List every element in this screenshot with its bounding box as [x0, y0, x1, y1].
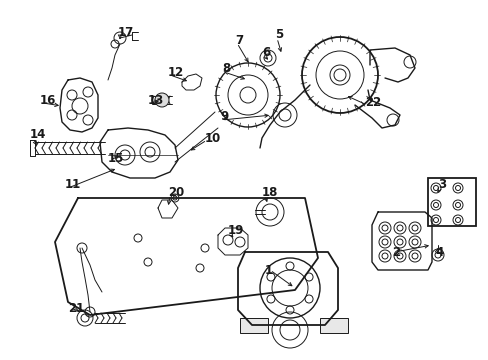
Text: 1: 1	[264, 264, 273, 276]
Bar	[240, 318, 267, 333]
Text: 6: 6	[262, 45, 270, 58]
Text: 5: 5	[274, 28, 283, 41]
Text: 2: 2	[391, 246, 399, 258]
Text: 11: 11	[65, 179, 81, 192]
Text: 4: 4	[434, 246, 442, 258]
Text: 20: 20	[168, 185, 184, 198]
Text: 13: 13	[148, 94, 164, 107]
Text: 18: 18	[262, 185, 278, 198]
Text: 15: 15	[108, 152, 124, 165]
Text: 3: 3	[437, 179, 445, 192]
Circle shape	[155, 93, 169, 107]
Bar	[319, 318, 347, 333]
Text: 8: 8	[222, 62, 230, 75]
Text: 19: 19	[227, 224, 244, 237]
Text: 9: 9	[220, 111, 228, 123]
Text: 12: 12	[168, 66, 184, 78]
Text: 22: 22	[364, 95, 381, 108]
Text: 10: 10	[204, 131, 221, 144]
Text: 21: 21	[68, 302, 84, 315]
Text: 7: 7	[235, 33, 243, 46]
Bar	[427, 178, 475, 226]
Text: 17: 17	[118, 26, 134, 39]
Text: 16: 16	[40, 94, 56, 107]
Text: 14: 14	[30, 129, 46, 141]
